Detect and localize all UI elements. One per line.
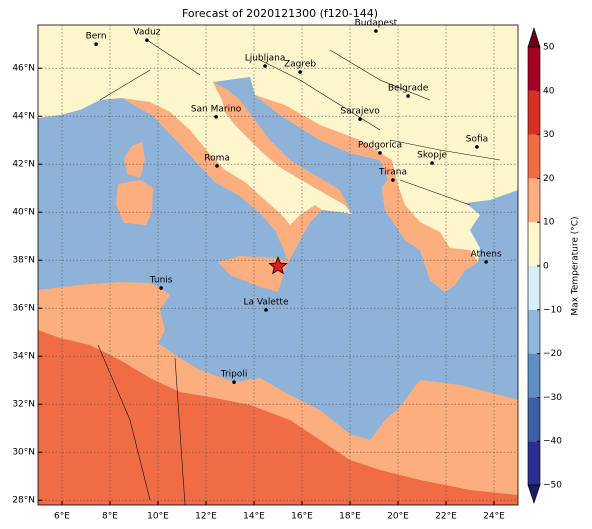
- city-label: Zagreb: [284, 60, 316, 70]
- colorbar-tick-label: 30: [543, 130, 555, 140]
- colorbar-tick-label: −40: [543, 437, 562, 447]
- forecast-point-star: [268, 256, 288, 275]
- city-label: La Valette: [244, 297, 289, 307]
- colorbar-tick-label: 10: [543, 218, 555, 228]
- city-label: Sofia: [466, 134, 488, 144]
- city-dot: [391, 178, 395, 182]
- y-tick-label: 28°N: [12, 496, 35, 506]
- y-tick-label: 40°N: [12, 208, 35, 218]
- colorbar-tick-label: −30: [543, 393, 562, 403]
- colorbar-tick-label: 50: [543, 43, 555, 53]
- colorbar-tick-label: −10: [543, 305, 562, 315]
- x-tick-label: 12°E: [195, 512, 217, 522]
- y-tick-label: 34°N: [12, 352, 35, 362]
- y-tick-label: 32°N: [12, 400, 35, 410]
- colorbar-band: [528, 309, 540, 354]
- colorbar-band: [528, 134, 540, 179]
- city-dot: [215, 164, 219, 168]
- x-tick-label: 18°E: [339, 512, 361, 522]
- map-frame: [37, 24, 519, 506]
- colorbar-tick-label: −50: [543, 481, 562, 491]
- city-label: Sarajevo: [340, 107, 380, 117]
- city-label: San Marino: [191, 104, 242, 114]
- city-dot: [406, 94, 410, 98]
- colorbar-under: [527, 484, 541, 504]
- city-dot: [214, 115, 218, 119]
- country-borders: [97, 39, 501, 505]
- y-tick-label: 38°N: [12, 256, 35, 266]
- colorbar-band: [528, 441, 540, 485]
- city-dot: [94, 42, 98, 46]
- city-label: Roma: [204, 153, 230, 163]
- colorbar-tick-label: 0: [543, 262, 549, 272]
- colorbar-label: Max Temperature (°C): [571, 216, 581, 315]
- warm-coast-italy: [122, 98, 322, 262]
- city-label: Budapest: [355, 19, 398, 29]
- colorbar-band: [528, 397, 540, 442]
- city-dot: [264, 308, 268, 312]
- x-tick-label: 8°E: [102, 512, 118, 522]
- city-dot: [358, 117, 362, 121]
- city-label: Bern: [86, 32, 107, 42]
- island-corsica: [124, 142, 145, 178]
- city-dot: [374, 29, 378, 33]
- city-label: Belgrade: [388, 84, 429, 94]
- x-tick-label: 22°E: [435, 512, 457, 522]
- city-label: Skopje: [417, 151, 447, 161]
- y-tick-label: 42°N: [12, 160, 35, 170]
- colorbar-tick-label: 20: [543, 174, 555, 184]
- city-dot: [159, 286, 163, 290]
- warm-coast-adriatic: [213, 82, 352, 214]
- island-sardinia: [116, 180, 153, 225]
- city-dot: [484, 260, 488, 264]
- colorbar-band: [528, 90, 540, 135]
- y-tick-label: 30°N: [12, 448, 35, 458]
- city-label: Athens: [470, 249, 501, 259]
- colorbar-tick-label: 40: [543, 86, 555, 96]
- x-tick-label: 24°E: [483, 512, 505, 522]
- colorbar-band: [528, 47, 540, 91]
- city-dot: [232, 380, 236, 384]
- city-label: Tunis: [149, 276, 173, 286]
- y-tick-label: 46°N: [12, 64, 35, 74]
- city-label: Ljubljana: [245, 54, 286, 64]
- city-dot: [475, 145, 479, 149]
- colorbar-band: [528, 266, 540, 310]
- x-tick-label: 14°E: [243, 512, 265, 522]
- island-sicily: [218, 256, 288, 292]
- x-tick-label: 16°E: [291, 512, 313, 522]
- city-label: Tripoli: [220, 370, 248, 380]
- city-label: Tirana: [378, 168, 407, 178]
- x-tick-label: 10°E: [147, 512, 169, 522]
- map-title: Forecast of 2020121300 (f120-144): [182, 7, 378, 20]
- city-dot: [298, 70, 302, 74]
- colorbar-band: [528, 353, 540, 398]
- colorbar-band: [528, 222, 540, 266]
- hot-interior-africa: [38, 330, 518, 505]
- colorbar-over: [527, 27, 541, 48]
- colorbar-band: [528, 178, 540, 223]
- warm-coast-balkan: [255, 95, 478, 292]
- colorbar-tick-label: −20: [543, 349, 562, 359]
- y-tick-label: 36°N: [12, 304, 35, 314]
- city-dot: [378, 151, 382, 155]
- city-label: Vaduz: [133, 28, 160, 38]
- y-tick-label: 44°N: [12, 112, 35, 122]
- x-tick-label: 20°E: [387, 512, 409, 522]
- city-dot: [145, 38, 149, 42]
- x-tick-label: 6°E: [54, 512, 70, 522]
- city-dot: [430, 161, 434, 165]
- city-dot: [263, 64, 267, 68]
- city-label: Podgorica: [358, 140, 402, 150]
